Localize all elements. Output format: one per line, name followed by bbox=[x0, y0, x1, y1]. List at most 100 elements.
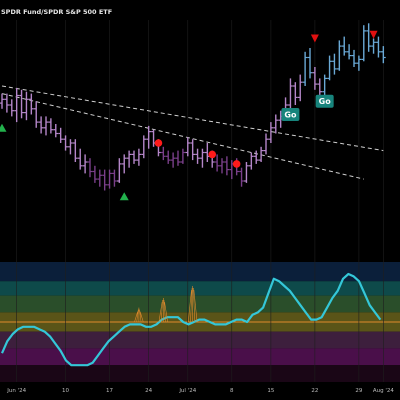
ohlc-bar-52 bbox=[253, 150, 259, 164]
ohlc-bar-44 bbox=[214, 154, 220, 172]
ohlc-bar-0 bbox=[0, 93, 5, 109]
indicator-panel bbox=[0, 262, 400, 382]
ohlc-bar-5 bbox=[24, 91, 29, 121]
indicator-band-6 bbox=[0, 365, 400, 382]
ohlc-bar-33 bbox=[160, 146, 166, 161]
ohlc-bar-77 bbox=[376, 36, 381, 58]
ohlc-bar-1 bbox=[4, 93, 10, 113]
ohlc-bar-73 bbox=[356, 55, 362, 71]
signal-dot-2 bbox=[232, 160, 241, 168]
ohlc-bar-18 bbox=[87, 158, 93, 178]
ohlc-bar-78 bbox=[380, 46, 386, 64]
ohlc-bar-21 bbox=[102, 169, 108, 191]
trendline-0 bbox=[1, 85, 384, 152]
ohlc-bar-60 bbox=[292, 82, 298, 105]
ohlc-bar-59 bbox=[288, 78, 293, 109]
ohlc-bar-2 bbox=[9, 99, 15, 117]
ohlc-bar-34 bbox=[165, 150, 171, 164]
ohlc-bar-66 bbox=[322, 74, 328, 96]
ohlc-bar-70 bbox=[341, 36, 347, 56]
ohlc-bar-65 bbox=[317, 78, 323, 98]
ohlc-bar-3 bbox=[14, 87, 20, 123]
ohlc-bar-30 bbox=[146, 125, 152, 149]
ohlc-bar-62 bbox=[302, 51, 308, 86]
fan-spike-line bbox=[187, 289, 192, 323]
ohlc-bar-67 bbox=[327, 55, 332, 81]
indicator-band-2 bbox=[0, 295, 400, 313]
ohlc-bar-24 bbox=[116, 158, 122, 183]
ohlc-bar-10 bbox=[48, 118, 54, 134]
ohlc-bar-51 bbox=[248, 152, 254, 170]
ohlc-bar-26 bbox=[126, 150, 132, 168]
fan-spike-line bbox=[158, 301, 163, 323]
trendlines bbox=[1, 85, 384, 180]
indicator-band-0 bbox=[0, 262, 400, 282]
fan-spike-line bbox=[136, 309, 139, 323]
ohlc-bar-69 bbox=[336, 40, 342, 71]
ohlc-bar-45 bbox=[219, 158, 225, 174]
x-tick-label-9: Aug '24 bbox=[373, 388, 394, 394]
ohlc-bar-75 bbox=[366, 23, 372, 52]
ohlc-bar-35 bbox=[170, 152, 176, 168]
ohlc-bar-61 bbox=[297, 74, 303, 102]
ohlc-bar-11 bbox=[53, 124, 59, 138]
fan-spike-0 bbox=[134, 307, 144, 323]
fan-spike-line bbox=[192, 287, 196, 323]
ohlc-bar-68 bbox=[332, 53, 337, 75]
fan-spike-line bbox=[163, 299, 166, 323]
ohlc-bar-36 bbox=[175, 150, 181, 166]
ohlc-bar-72 bbox=[351, 49, 357, 67]
x-tick-label-8: 29 bbox=[355, 388, 362, 394]
signal-dot-1 bbox=[208, 150, 217, 159]
buy-triangle-0 bbox=[0, 123, 7, 132]
grid-lines bbox=[16, 20, 384, 382]
ohlc-bar-27 bbox=[131, 150, 137, 164]
ohlc-bar-56 bbox=[273, 114, 279, 134]
ohlc-bar-6 bbox=[28, 93, 34, 115]
fan-spike-line bbox=[139, 311, 144, 323]
ohlc-bar-46 bbox=[224, 156, 230, 176]
ohlc-bar-4 bbox=[19, 89, 24, 119]
ohlc-bar-37 bbox=[180, 148, 186, 164]
ohlc-bar-20 bbox=[97, 169, 103, 187]
indicator-band-1 bbox=[0, 281, 400, 296]
chart-title: SPDR Fund/SPDR S&P 500 ETF bbox=[1, 8, 112, 16]
fan-spike-2 bbox=[187, 286, 198, 323]
ohlc-bar-15 bbox=[72, 139, 78, 162]
ohlc-bar-54 bbox=[263, 133, 269, 155]
ohlc-bar-13 bbox=[63, 135, 68, 151]
x-tick-label-1: 10 bbox=[62, 388, 69, 394]
ohlc-bar-29 bbox=[141, 135, 147, 159]
fan-spike-line bbox=[190, 287, 193, 323]
go-label-1: Go bbox=[315, 94, 334, 108]
x-axis: Jun '24 10 17 24 Jul '24 8 15 22 29 Aug '24 bbox=[6, 388, 394, 394]
ohlc-bar-40 bbox=[195, 148, 200, 164]
x-tick-label-6: 15 bbox=[267, 388, 274, 394]
trendline-1 bbox=[1, 93, 364, 180]
ohlc-bar-76 bbox=[371, 38, 376, 54]
ohlc-bar-22 bbox=[107, 169, 112, 189]
ohlc-bar-9 bbox=[43, 116, 49, 136]
ohlc-bar-41 bbox=[200, 148, 205, 168]
ohlc-bar-19 bbox=[92, 165, 98, 183]
go-label-text: Go bbox=[284, 111, 297, 120]
ohlc-bar-39 bbox=[190, 139, 196, 161]
fan-spike-line bbox=[164, 301, 169, 323]
indicator-band-4 bbox=[0, 331, 400, 349]
ohlc-bar-74 bbox=[361, 25, 367, 62]
ohlc-bar-8 bbox=[38, 116, 44, 134]
ohlc-bars bbox=[0, 23, 386, 191]
ohlc-bar-28 bbox=[136, 148, 142, 166]
x-tick-label-5: 8 bbox=[230, 388, 234, 394]
ohlc-bar-49 bbox=[239, 167, 244, 187]
fan-spike-line bbox=[160, 299, 164, 323]
x-tick-label-3: 24 bbox=[145, 388, 152, 394]
go-label-0: Go bbox=[281, 108, 300, 121]
ohlc-bar-64 bbox=[312, 67, 318, 90]
x-tick-label-4: Jul '24 bbox=[178, 388, 196, 394]
fan-spike-line bbox=[134, 311, 138, 323]
ohlc-bar-17 bbox=[82, 154, 88, 174]
ohlc-bar-14 bbox=[68, 139, 73, 155]
x-tick-label-7: 22 bbox=[311, 388, 318, 394]
